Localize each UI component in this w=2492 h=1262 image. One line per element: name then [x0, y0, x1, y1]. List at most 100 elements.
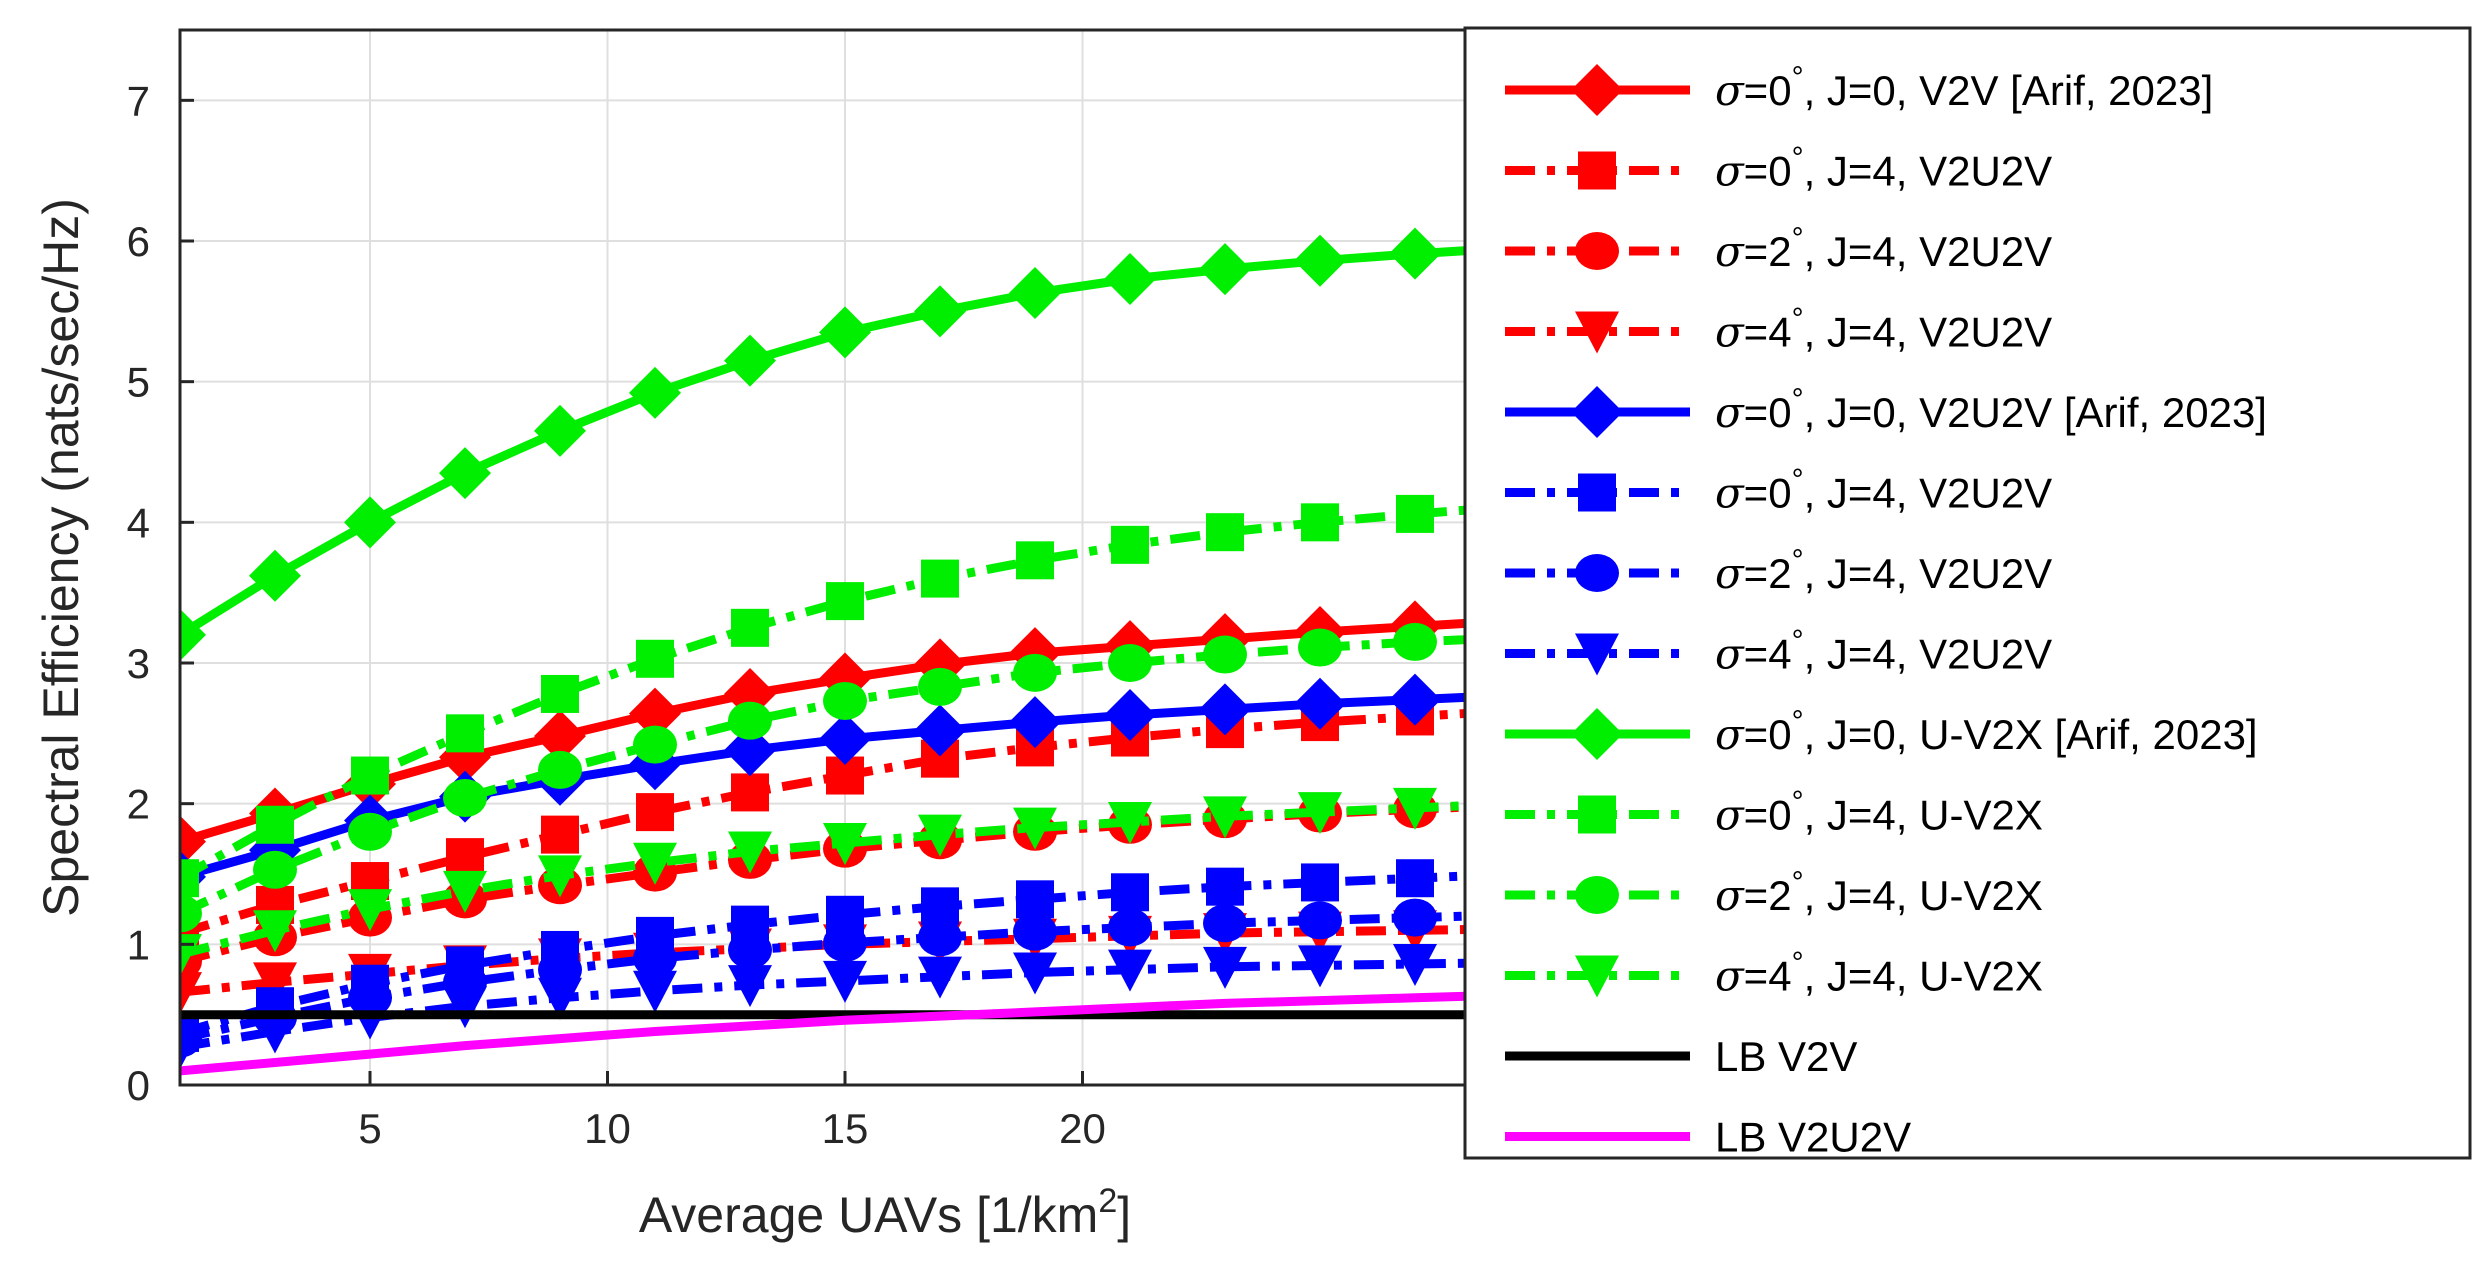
circle-marker	[633, 725, 677, 764]
diamond-marker	[180, 815, 206, 868]
square-marker	[1301, 863, 1339, 902]
diamond-marker	[439, 447, 491, 500]
series-line	[180, 990, 1510, 1076]
triangle-marker	[1575, 633, 1619, 676]
legend-label: σ=0°, J=4, U-V2X	[1715, 786, 2043, 840]
circle-marker	[443, 779, 487, 818]
circle-marker	[1108, 644, 1152, 682]
triangle-marker	[1013, 952, 1057, 995]
triangle-marker	[823, 960, 867, 1003]
diamond-marker	[1389, 673, 1441, 726]
circle-marker	[823, 923, 867, 962]
y-tick-label: 1	[127, 921, 150, 968]
circle-marker	[180, 894, 202, 933]
triangle-marker	[348, 889, 392, 932]
legend-entry-3: σ=4°, J=4, V2U2V	[1505, 303, 2052, 357]
y-tick-label: 2	[127, 781, 150, 828]
series-6	[180, 895, 1510, 1058]
circle-marker	[823, 681, 867, 720]
legend-box	[1463, 26, 2472, 1160]
x-tick-label: 10	[584, 1105, 631, 1152]
legend-label: σ=2°, J=4, U-V2X	[1715, 866, 2043, 920]
circle-marker	[538, 750, 582, 789]
circle-marker	[1298, 901, 1342, 940]
triangle-marker	[1108, 949, 1152, 992]
legend-entry-12: LB V2V	[1505, 1033, 1857, 1080]
triangle-marker	[1203, 796, 1247, 839]
triangle-marker	[1298, 792, 1342, 835]
triangle-marker	[253, 1011, 297, 1054]
legend-label: σ=4°, J=4, V2U2V	[1715, 303, 2052, 357]
diamond-marker	[914, 285, 966, 338]
diamond-marker	[1294, 234, 1346, 287]
y-tick-label: 0	[127, 1062, 150, 1109]
circle-marker	[1203, 904, 1247, 943]
diamond-marker	[1009, 267, 1061, 320]
legend-label: σ=2°, J=4, V2U2V	[1715, 222, 2052, 276]
triangle-marker	[538, 855, 582, 898]
circle-marker	[1575, 554, 1619, 592]
series-line	[180, 910, 1510, 1043]
square-marker	[1111, 525, 1149, 564]
x-tick-label: 5	[358, 1105, 381, 1152]
series-line	[180, 799, 1510, 959]
y-tick-label: 5	[127, 359, 150, 406]
triangle-marker	[1393, 944, 1437, 987]
legend-entry-8: σ=0°, J=0, U-V2X [Arif, 2023]	[1505, 705, 2258, 760]
legend-label: σ=4°, J=4, V2U2V	[1715, 625, 2052, 679]
circle-marker	[633, 939, 677, 978]
square-marker	[1111, 873, 1149, 912]
square-marker	[1578, 473, 1616, 512]
square-marker	[446, 838, 484, 877]
square-marker	[541, 815, 579, 854]
triangle-marker	[1393, 787, 1437, 830]
circle-marker	[1108, 908, 1152, 947]
series-line	[180, 869, 1510, 1038]
square-marker	[826, 582, 864, 621]
y-tick-label: 3	[127, 640, 150, 687]
legend-entry-0: σ=0°, J=0, V2V [Arif, 2023]	[1505, 61, 2213, 116]
diamond-marker	[534, 710, 586, 763]
series-line	[180, 502, 1510, 883]
triangle-marker	[443, 870, 487, 913]
series-8	[180, 222, 1510, 661]
x-tick-label: 20	[1059, 1105, 1106, 1152]
diamond-marker	[1104, 252, 1156, 305]
square-marker	[731, 773, 769, 812]
y-tick-label: 4	[127, 499, 150, 546]
square-marker	[1578, 151, 1616, 190]
legend-label: σ=4°, J=4, U-V2X	[1715, 947, 2043, 1001]
diamond-marker	[629, 687, 681, 740]
square-marker	[1016, 880, 1054, 919]
circle-marker	[348, 812, 392, 851]
square-marker	[1396, 859, 1434, 898]
diamond-marker	[534, 404, 586, 457]
x-tick-label: 15	[822, 1105, 869, 1152]
triangle-marker	[1203, 946, 1247, 989]
diamond-marker	[180, 608, 206, 661]
circle-marker	[1393, 622, 1437, 661]
legend-label: σ=0°, J=4, V2U2V	[1715, 464, 2052, 518]
y-tick-label: 6	[127, 218, 150, 265]
diamond-marker	[1199, 683, 1251, 736]
triangle-marker	[538, 977, 582, 1020]
triangle-marker	[1575, 955, 1619, 998]
triangle-marker	[918, 956, 962, 999]
square-marker	[1016, 541, 1054, 580]
square-marker	[1206, 867, 1244, 906]
legend-entry-10: σ=2°, J=4, U-V2X	[1505, 866, 2043, 920]
diamond-marker	[1104, 689, 1156, 742]
square-marker	[256, 805, 294, 844]
circle-marker	[1013, 912, 1057, 951]
circle-marker	[1298, 628, 1342, 667]
square-marker	[180, 859, 199, 898]
axes-layer: 5 10 15 20 0 1 2 3 4 5 6 7 Average UAVs [1/km2] Spect…	[33, 28, 1512, 1243]
circle-marker	[918, 918, 962, 957]
series-13	[180, 990, 1510, 1076]
diamond-marker	[1571, 708, 1623, 760]
legend-entry-9: σ=0°, J=4, U-V2X	[1505, 786, 2043, 840]
square-marker	[731, 608, 769, 647]
square-marker	[636, 793, 674, 832]
circle-marker	[1575, 232, 1619, 270]
